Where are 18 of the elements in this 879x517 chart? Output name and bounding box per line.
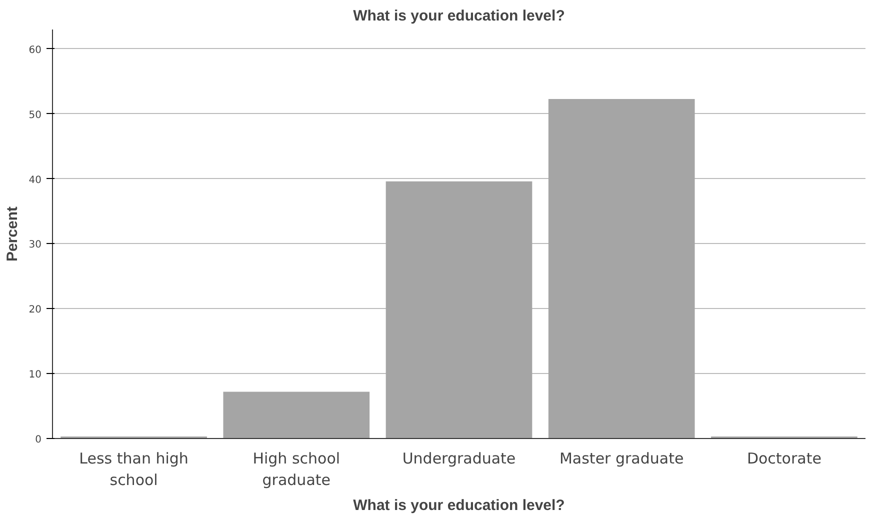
x-tick-label: Undergraduate xyxy=(402,450,516,468)
x-tick-label: Doctorate xyxy=(746,450,822,468)
x-tick-label: High school graduate xyxy=(252,450,340,490)
bar xyxy=(223,392,370,438)
chart-title: What is your education level? xyxy=(353,8,565,24)
y-tick-label: 0 xyxy=(35,434,42,446)
y-tick-label: 60 xyxy=(28,44,42,56)
y-tick-label: 20 xyxy=(28,304,42,316)
y-axis-title: Percent xyxy=(4,206,21,262)
y-tick-label: 30 xyxy=(28,240,42,251)
x-tick-label: Master graduate xyxy=(560,450,684,468)
bar xyxy=(386,181,532,438)
x-axis-title: What is your education level? xyxy=(353,497,565,514)
y-tick-label: 10 xyxy=(28,370,42,381)
y-tick-label: 40 xyxy=(28,174,42,186)
bar xyxy=(548,98,695,438)
x-tick-label: Less than high school xyxy=(79,450,188,490)
y-tick-label: 50 xyxy=(28,110,42,121)
